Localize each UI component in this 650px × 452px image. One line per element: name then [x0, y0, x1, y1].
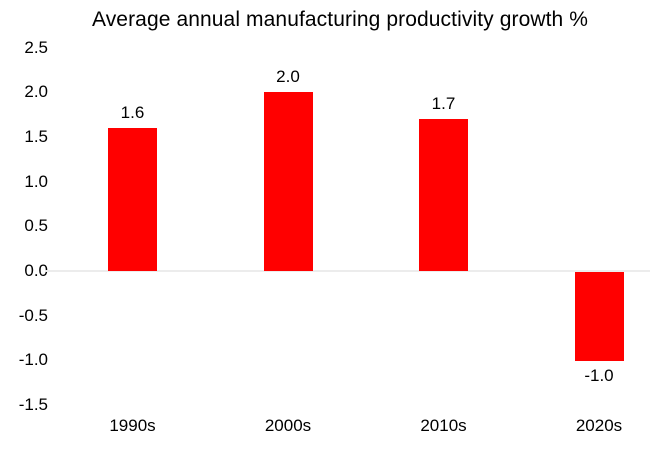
- x-axis-category-label: 1990s: [109, 416, 156, 435]
- zero-gridline: [45, 270, 650, 272]
- y-axis-tick-label: 1.0: [24, 171, 48, 191]
- bar: [574, 272, 624, 362]
- x-axis-category-label: 2010s: [420, 416, 467, 435]
- y-axis-tick-label: -1.0: [18, 350, 48, 370]
- y-axis-tick-label: 1.5: [24, 126, 48, 146]
- x-axis-category-label: 2020s: [575, 416, 623, 435]
- y-axis-tick-label: -1.5: [18, 395, 48, 415]
- bar-value-label: 1.6: [120, 102, 145, 122]
- bar-value-label: -1.0: [584, 366, 614, 386]
- bar: [419, 119, 468, 271]
- y-axis-tick-label: 2.5: [24, 37, 48, 57]
- y-axis-tick-label: 2.0: [24, 82, 48, 102]
- bar-value-label: 1.7: [431, 94, 456, 114]
- bar-value-label: 2.0: [276, 67, 300, 87]
- y-axis-tick-label: 0.0: [24, 261, 48, 280]
- bar: [108, 127, 157, 271]
- bar: [263, 92, 313, 271]
- x-axis-category-label: 2000s: [264, 416, 312, 435]
- chart-title: Average annual manufacturing productivit…: [91, 8, 589, 31]
- y-axis-tick-label: 0.5: [24, 216, 48, 236]
- y-axis-tick-label: -0.5: [18, 305, 48, 325]
